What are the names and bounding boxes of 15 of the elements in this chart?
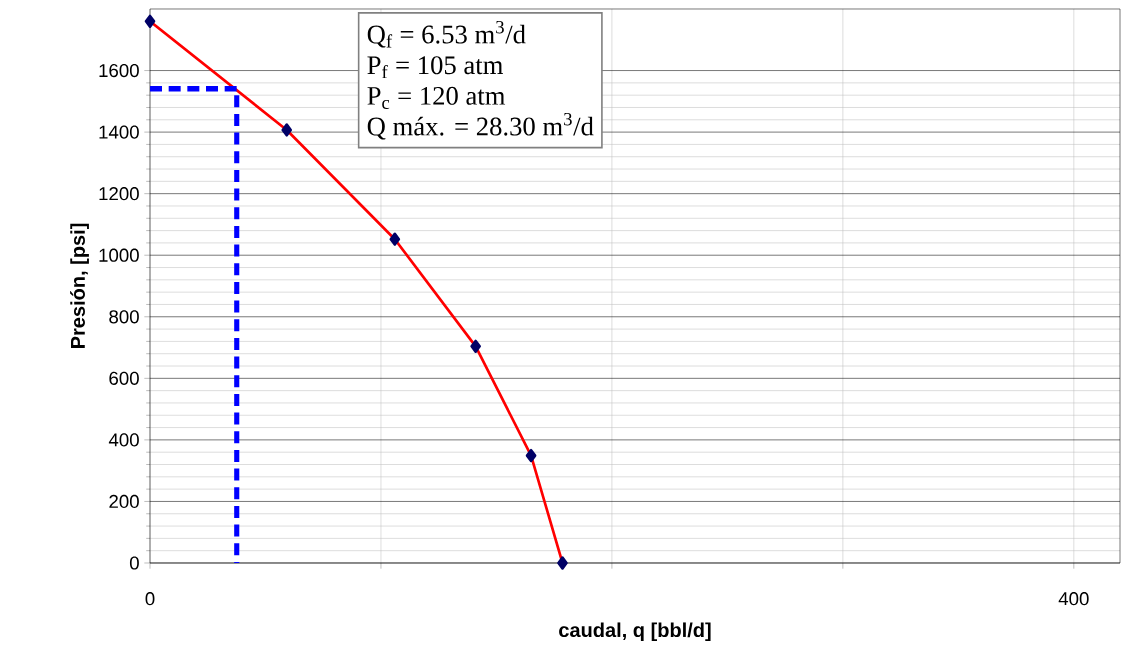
y-tick-label: 1000 bbox=[99, 248, 139, 262]
y-tick-label: 800 bbox=[109, 310, 139, 324]
y-tick-label: 1600 bbox=[99, 63, 139, 78]
annotation: P$_{c}$ = 120 atm bbox=[367, 86, 506, 109]
y-tick-label: 400 bbox=[108, 433, 139, 447]
annotation: Q$_{f}$ = 6.53 m$^{3}$/d bbox=[367, 20, 526, 48]
y-tick-label: 1400 bbox=[99, 125, 139, 139]
y-tick-label: 200 bbox=[109, 494, 139, 509]
annotation: P$_{f}$ = 105 atm bbox=[367, 56, 503, 79]
x-axis-title: caudal, q [bbl/d] bbox=[559, 622, 711, 642]
y-tick-label: 1200 bbox=[99, 187, 139, 201]
y-tick-label: 0 bbox=[129, 556, 139, 570]
y-axis-title: Presión, [psi] bbox=[70, 223, 89, 348]
y-tick-label: 600 bbox=[109, 371, 139, 385]
annotation: Q máx. = 28.30 m$^{3}$/d bbox=[367, 112, 594, 140]
